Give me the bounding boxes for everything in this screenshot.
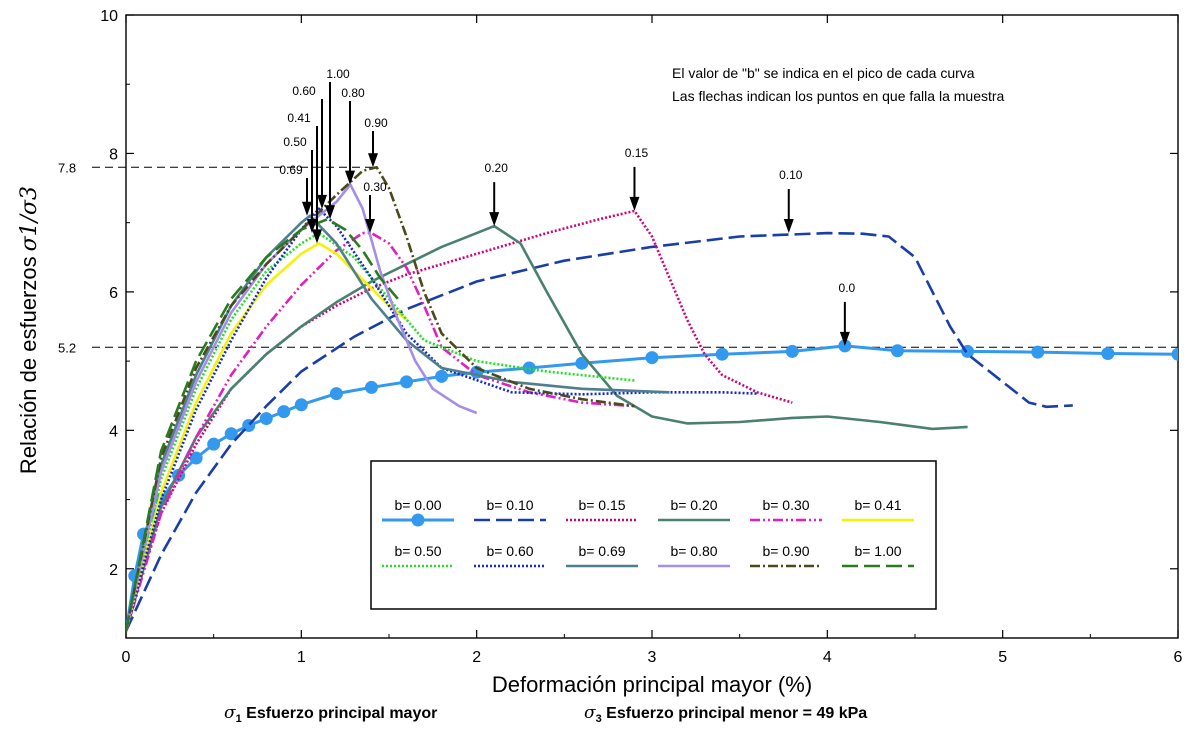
- peak-label: 1.00: [326, 67, 350, 81]
- series-point: [294, 398, 308, 412]
- note-line-2: Las flechas indican los puntos en que fa…: [672, 88, 1005, 104]
- legend-label: b= 0.30: [762, 497, 809, 513]
- x-tick-label: 1: [297, 649, 306, 666]
- series-point: [400, 375, 414, 389]
- y-axis-label-symbol: σ1/σ3: [17, 186, 42, 251]
- x-axis-label: Deformación principal mayor (%): [492, 672, 812, 697]
- series-point: [435, 369, 449, 383]
- peak-label: 0.69: [279, 163, 303, 177]
- series-point: [1101, 346, 1115, 360]
- legend-label: b= 0.41: [854, 497, 901, 513]
- series-line: [126, 242, 408, 632]
- y-tick-label: 8: [109, 146, 118, 163]
- peak-label: 0.80: [341, 86, 365, 100]
- caption-sigma3: σ3 Esfuerzo principal menor = 49 kPa: [584, 703, 868, 726]
- series-line: [126, 207, 758, 632]
- legend-label: b= 1.00: [854, 543, 901, 559]
- legend-label: b= 0.60: [486, 543, 533, 559]
- series-point: [224, 427, 238, 441]
- x-tick-label: 5: [998, 649, 1007, 666]
- peak-label: 0.10: [779, 168, 803, 182]
- arrowhead: [325, 205, 335, 220]
- series-point: [207, 437, 221, 451]
- series-point: [277, 405, 291, 419]
- legend-marker: [411, 513, 425, 527]
- series-line: [126, 224, 968, 632]
- peak-label: 0.15: [625, 146, 649, 160]
- arrowhead: [783, 219, 794, 234]
- series-point: [890, 344, 904, 358]
- legend-label: b= 0.10: [486, 497, 533, 513]
- arrowhead: [317, 194, 327, 209]
- y-tick-label: 4: [109, 423, 118, 440]
- series-point: [645, 351, 659, 365]
- y-axis-label-text: Relación de esfuerzos: [16, 256, 41, 474]
- y-tick-label: 10: [100, 8, 118, 25]
- legend-label: b= 0.80: [670, 543, 717, 559]
- stress-ratio-chart: 7.8 5.2 0 1 2 3 4 5 6 2 4 6 8 10 0.0 0.10 0.15 0.20 0.30…: [16, 8, 1183, 697]
- peak-label: 0.50: [283, 135, 307, 149]
- series-line: [126, 166, 635, 632]
- caption-sigma1: σ1 Esfuerzo principal mayor: [224, 703, 438, 726]
- reference-line-label: 5.2: [58, 340, 76, 355]
- arrowhead: [629, 196, 640, 211]
- series-line: [126, 231, 1073, 632]
- series-point: [785, 344, 799, 358]
- peak-label: 0.0: [839, 281, 856, 295]
- legend-label: b= 0.69: [578, 543, 625, 559]
- series-line: [126, 214, 670, 632]
- series-point: [329, 387, 343, 401]
- legend-label: b= 0.20: [670, 497, 717, 513]
- y-tick-label: 2: [109, 562, 118, 579]
- series-line: [126, 209, 793, 632]
- x-tick-label: 6: [1174, 649, 1183, 666]
- peak-label: 0.30: [363, 180, 387, 194]
- y-axis-label: Relación de esfuerzos σ1/σ3: [16, 186, 42, 474]
- legend-label: b= 0.50: [394, 543, 441, 559]
- series-line: [126, 217, 399, 632]
- series-point: [715, 347, 729, 361]
- peak-label: 0.60: [292, 84, 316, 98]
- arrowhead: [368, 153, 378, 168]
- series-point: [1031, 345, 1045, 359]
- arrowhead: [489, 212, 500, 227]
- series-line: [126, 344, 1178, 632]
- legend-box: [370, 460, 937, 610]
- reference-line-label: 7.8: [58, 160, 76, 175]
- series-point: [364, 380, 378, 394]
- peak-label: 0.20: [485, 161, 509, 175]
- x-tick-label: 0: [122, 649, 131, 666]
- legend-label: b= 0.00: [394, 497, 441, 513]
- x-tick-label: 4: [823, 649, 832, 666]
- peak-label: 0.90: [364, 116, 388, 130]
- series-line: [126, 231, 635, 632]
- series-point: [259, 412, 273, 426]
- series-line: [126, 183, 478, 632]
- series-point: [1171, 347, 1178, 361]
- arrowhead: [839, 331, 850, 346]
- series-line: [126, 231, 635, 632]
- legend-label: b= 0.90: [762, 543, 809, 559]
- x-tick-label: 2: [472, 649, 481, 666]
- peak-label: 0.41: [287, 111, 311, 125]
- arrowhead: [345, 170, 355, 185]
- arrowhead: [312, 229, 322, 244]
- y-tick-label: 6: [109, 285, 118, 302]
- arrowhead: [365, 219, 375, 234]
- legend-label: b= 0.15: [578, 497, 625, 513]
- x-tick-label: 3: [648, 649, 657, 666]
- note-line-1: El valor de "b" se indica en el pico de …: [672, 65, 975, 81]
- series-point: [189, 451, 203, 465]
- arrowhead: [307, 219, 317, 234]
- arrowhead: [302, 201, 312, 216]
